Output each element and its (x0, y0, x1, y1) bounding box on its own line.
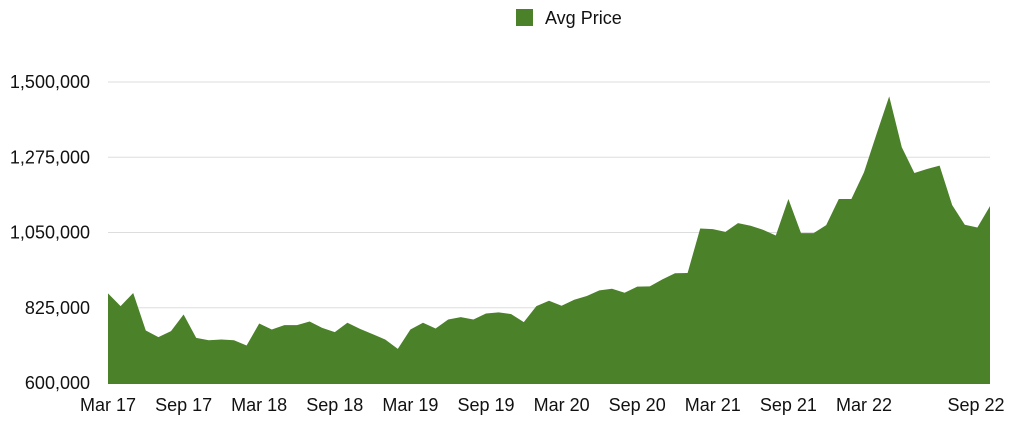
y-axis-tick-labels: 600,000 825,000 1,050,000 1,275,000 1,500,00… (10, 72, 90, 393)
x-tick-label: Sep 20 (609, 395, 666, 415)
x-tick-label: Mar 18 (231, 395, 287, 415)
x-tick-label: Sep 21 (760, 395, 817, 415)
x-tick-label: Sep 19 (457, 395, 514, 415)
area-series-avg-price (108, 96, 990, 383)
x-tick-label: Mar 19 (382, 395, 438, 415)
y-tick-label: 1,050,000 (10, 223, 90, 243)
y-tick-label: 1,275,000 (10, 147, 90, 167)
y-tick-label: 825,000 (25, 298, 90, 318)
x-tick-label: Mar 17 (80, 395, 136, 415)
legend-label-avg-price: Avg Price (545, 8, 622, 28)
x-tick-label: Mar 22 (836, 395, 892, 415)
x-tick-label: Mar 20 (534, 395, 590, 415)
x-tick-label: Sep 22 (947, 395, 1004, 415)
x-tick-label: Sep 17 (155, 395, 212, 415)
legend: Avg Price (516, 8, 622, 28)
y-tick-label: 1,500,000 (10, 72, 90, 92)
plot-area (108, 96, 990, 383)
x-axis-tick-labels: Mar 17 Sep 17 Mar 18 Sep 18 Mar 19 Sep 19 Mar … (80, 395, 1005, 415)
x-tick-label: Sep 18 (306, 395, 363, 415)
legend-swatch-avg-price (516, 9, 533, 26)
x-tick-label: Mar 21 (685, 395, 741, 415)
y-tick-label: 600,000 (25, 373, 90, 393)
